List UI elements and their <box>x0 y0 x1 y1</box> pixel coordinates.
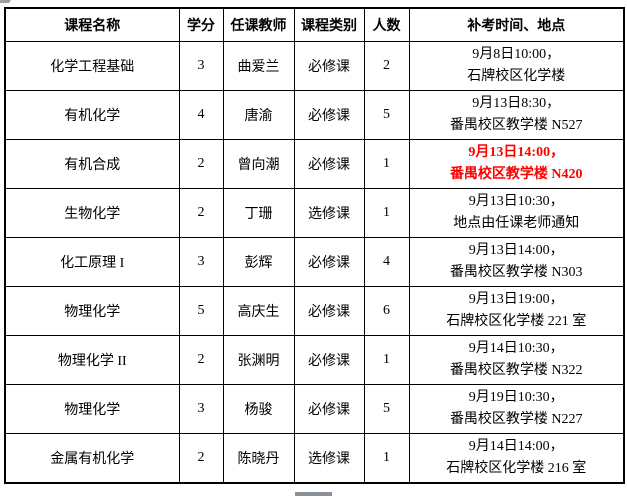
cell-count: 1 <box>363 188 410 238</box>
exam-place-line: 番禺校区教学楼 N322 <box>449 363 583 378</box>
cell-exam-time-place: 9月19日10:30， 番禺校区教学楼 N227 <box>408 384 625 434</box>
cell-credits: 5 <box>178 286 224 336</box>
exam-time-line: 9月14日10:30， <box>468 341 564 356</box>
cell-teacher: 张渊明 <box>222 335 295 385</box>
cell-credits: 4 <box>178 90 224 140</box>
exam-place-line: 番禺校区教学楼 N303 <box>449 265 583 280</box>
cell-course-type: 必修课 <box>293 90 365 140</box>
exam-time-line: 9月13日19:00， <box>468 292 564 307</box>
exam-place-line: 地点由任课老师通知 <box>453 216 580 231</box>
header-exam-time-place: 补考时间、地点 <box>408 7 625 42</box>
cell-count: 1 <box>363 139 410 189</box>
table-row: 生物化学 2 丁珊 选修课 1 9月13日10:30， 地点由任课老师通知 <box>4 188 625 238</box>
cell-teacher: 曾向潮 <box>222 139 295 189</box>
exam-place-line: 番禺校区教学楼 N527 <box>449 118 583 133</box>
table-header: 课程名称 学分 任课教师 课程类别 人数 补考时间、地点 <box>4 7 625 42</box>
header-course-type: 课程类别 <box>293 7 365 42</box>
cell-credits: 3 <box>178 237 224 287</box>
table-row: 物理化学 5 高庆生 必修课 6 9月13日19:00， 石牌校区化学楼 221… <box>4 286 625 336</box>
cell-count: 5 <box>363 90 410 140</box>
corner-artifact <box>0 0 11 3</box>
exam-place-line: 石牌校区化学楼 <box>467 69 566 84</box>
cell-course-type: 必修课 <box>293 41 365 91</box>
cell-course-type: 必修课 <box>293 286 365 336</box>
cell-count: 2 <box>363 41 410 91</box>
exam-time-line: 9月13日8:30， <box>472 96 561 111</box>
exam-time-line: 9月13日14:00， <box>468 145 565 160</box>
cell-course-name: 物理化学 <box>4 384 180 434</box>
exam-place-line: 石牌校区化学楼 216 室 <box>446 461 587 476</box>
cell-count: 5 <box>363 384 410 434</box>
cell-count: 4 <box>363 237 410 287</box>
cell-exam-time-place: 9月14日10:30， 番禺校区教学楼 N322 <box>408 335 625 385</box>
header-count: 人数 <box>363 7 410 42</box>
cell-course-type: 必修课 <box>293 139 365 189</box>
exam-time-line: 9月14日14:00， <box>468 439 564 454</box>
cell-course-type: 选修课 <box>293 188 365 238</box>
table-row: 物理化学 II 2 张渊明 必修课 1 9月14日10:30， 番禺校区教学楼 … <box>4 335 625 385</box>
cell-course-name: 有机化学 <box>4 90 180 140</box>
cell-credits: 2 <box>178 335 224 385</box>
cell-course-name: 化工原理 I <box>4 237 180 287</box>
cell-teacher: 丁珊 <box>222 188 295 238</box>
header-course-name: 课程名称 <box>4 7 180 42</box>
exam-schedule-table: 课程名称 学分 任课教师 课程类别 人数 补考时间、地点 化学工程基础 3 曲爱… <box>4 7 625 484</box>
cell-teacher: 陈晓丹 <box>222 433 295 484</box>
scrollbar-thumb[interactable] <box>295 492 332 496</box>
table-body: 化学工程基础 3 曲爱兰 必修课 2 9月8日10:00， 石牌校区化学楼 有机… <box>4 41 625 484</box>
exam-time-line: 9月19日10:30， <box>468 390 564 405</box>
exam-place-line: 番禺校区教学楼 N420 <box>449 167 583 182</box>
table-row: 金属有机化学 2 陈晓丹 选修课 1 9月14日14:00， 石牌校区化学楼 2… <box>4 433 625 484</box>
cell-exam-time-place: 9月13日10:30， 地点由任课老师通知 <box>408 188 625 238</box>
exam-time-line: 9月13日14:00， <box>468 243 564 258</box>
cell-exam-time-place: 9月13日19:00， 石牌校区化学楼 221 室 <box>408 286 625 336</box>
cell-credits: 2 <box>178 433 224 484</box>
cell-exam-time-place: 9月13日8:30， 番禺校区教学楼 N527 <box>408 90 625 140</box>
header-row: 课程名称 学分 任课教师 课程类别 人数 补考时间、地点 <box>4 7 625 42</box>
cell-course-name: 生物化学 <box>4 188 180 238</box>
cell-course-name: 有机合成 <box>4 139 180 189</box>
table-row: 有机合成 2 曾向潮 必修课 1 9月13日14:00， 番禺校区教学楼 N42… <box>4 139 625 189</box>
cell-exam-time-place: 9月13日14:00， 番禺校区教学楼 N420 <box>408 139 625 189</box>
cell-credits: 2 <box>178 139 224 189</box>
cell-course-name: 物理化学 II <box>4 335 180 385</box>
cell-teacher: 高庆生 <box>222 286 295 336</box>
cell-teacher: 彭辉 <box>222 237 295 287</box>
table-row: 有机化学 4 唐渝 必修课 5 9月13日8:30， 番禺校区教学楼 N527 <box>4 90 625 140</box>
cell-count: 1 <box>363 433 410 484</box>
cell-teacher: 曲爱兰 <box>222 41 295 91</box>
cell-course-type: 选修课 <box>293 433 365 484</box>
cell-credits: 2 <box>178 188 224 238</box>
cell-course-name: 金属有机化学 <box>4 433 180 484</box>
cell-course-type: 必修课 <box>293 237 365 287</box>
cell-course-type: 必修课 <box>293 384 365 434</box>
cell-teacher: 杨骏 <box>222 384 295 434</box>
exam-place-line: 番禺校区教学楼 N227 <box>449 412 583 427</box>
cell-count: 6 <box>363 286 410 336</box>
header-credits: 学分 <box>178 7 224 42</box>
cell-course-name: 物理化学 <box>4 286 180 336</box>
cell-credits: 3 <box>178 41 224 91</box>
cell-credits: 3 <box>178 384 224 434</box>
cell-course-name: 化学工程基础 <box>4 41 180 91</box>
exam-time-line: 9月8日10:00， <box>472 47 561 62</box>
cell-exam-time-place: 9月14日14:00， 石牌校区化学楼 216 室 <box>408 433 625 484</box>
cell-exam-time-place: 9月8日10:00， 石牌校区化学楼 <box>408 41 625 91</box>
header-teacher: 任课教师 <box>222 7 295 42</box>
exam-time-line: 9月13日10:30， <box>468 194 564 209</box>
cell-teacher: 唐渝 <box>222 90 295 140</box>
cell-count: 1 <box>363 335 410 385</box>
table-row: 物理化学 3 杨骏 必修课 5 9月19日10:30， 番禺校区教学楼 N227 <box>4 384 625 434</box>
table-row: 化学工程基础 3 曲爱兰 必修课 2 9月8日10:00， 石牌校区化学楼 <box>4 41 625 91</box>
table-row: 化工原理 I 3 彭辉 必修课 4 9月13日14:00， 番禺校区教学楼 N3… <box>4 237 625 287</box>
cell-course-type: 必修课 <box>293 335 365 385</box>
exam-place-line: 石牌校区化学楼 221 室 <box>446 314 587 329</box>
cell-exam-time-place: 9月13日14:00， 番禺校区教学楼 N303 <box>408 237 625 287</box>
